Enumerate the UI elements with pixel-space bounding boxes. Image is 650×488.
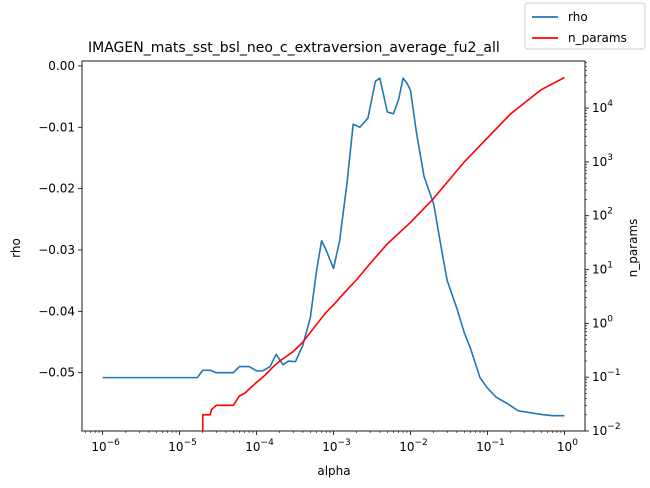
series-line-rho (102, 77, 565, 417)
y-left-tick-label: −0.01 (38, 120, 75, 134)
series-line-n-params (201, 76, 565, 431)
x-tick-label: 10−6 (91, 438, 120, 454)
y-right-tick-label: 102 (592, 207, 613, 223)
y-right-tick-label: 10−2 (592, 422, 621, 438)
y-left-tick-label: −0.05 (38, 366, 75, 380)
y-right-tick-label: 101 (592, 261, 613, 277)
y-right-tick-label: 10−1 (592, 368, 621, 384)
x-tick-label: 10−4 (245, 438, 274, 454)
x-axis-label: alpha (317, 464, 350, 478)
y-right-tick-label: 104 (592, 99, 613, 115)
tick-layer: 10−6 10−5 10−4 10−3 10−2 10−1 100 0.00 −0.01 −0.0… (38, 59, 620, 454)
chart-title: IMAGEN_mats_sst_bsl_neo_c_extraversion_a… (88, 40, 500, 56)
axes-border (81, 60, 586, 432)
plot-area (102, 76, 565, 431)
x-tick-label: 10−1 (476, 438, 505, 454)
y-right-tick-label: 103 (592, 153, 613, 169)
y-left-tick-label: −0.03 (38, 243, 75, 257)
y-left-tick-label: −0.02 (38, 182, 75, 196)
x-tick-label: 10−5 (168, 438, 197, 454)
legend: rho n_params (524, 2, 646, 50)
legend-label-rho: rho (568, 10, 588, 24)
x-tick-label: 10−3 (322, 438, 351, 454)
legend-label-n-params: n_params (568, 31, 627, 45)
y-right-tick-label: 100 (592, 314, 613, 330)
y-right-axis-label: n_params (626, 219, 640, 278)
axes-frame (81, 60, 586, 432)
y-left-tick-label: 0.00 (48, 59, 75, 73)
x-tick-label: 10−2 (399, 438, 428, 454)
x-tick-label: 100 (557, 438, 578, 454)
y-left-tick-label: −0.04 (38, 304, 75, 318)
y-left-axis-label: rho (9, 238, 23, 258)
